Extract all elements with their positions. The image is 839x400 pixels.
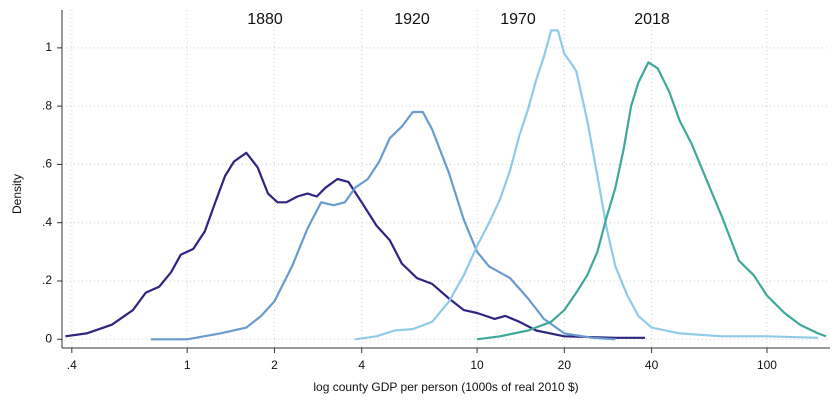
y-tick-label: .6 xyxy=(42,157,52,171)
density-line xyxy=(65,151,646,339)
y-axis-title: Density xyxy=(10,174,24,214)
y-tick-label: .8 xyxy=(42,98,52,112)
x-tick-label: 100 xyxy=(757,358,777,372)
x-tick-label: 1 xyxy=(184,358,191,372)
series-label: 2018 xyxy=(634,11,670,28)
x-tick-label: 2 xyxy=(271,358,278,372)
series-label: 1880 xyxy=(247,11,283,28)
density-line xyxy=(476,61,827,341)
y-tick-label: .2 xyxy=(42,273,52,287)
density-line xyxy=(151,110,616,341)
x-tick-label: 40 xyxy=(645,358,659,372)
x-tick-label: 10 xyxy=(470,358,484,372)
y-tick-label: 0 xyxy=(45,331,52,345)
x-tick-label: .4 xyxy=(67,358,77,372)
y-tick-label: .4 xyxy=(42,215,52,229)
series-label: 1920 xyxy=(394,11,430,28)
series-label: 1970 xyxy=(500,11,536,28)
density-line xyxy=(355,29,819,341)
x-axis-title: log county GDP per person (1000s of real… xyxy=(313,380,578,394)
x-tick-label: 4 xyxy=(358,358,365,372)
x-tick-label: 20 xyxy=(558,358,572,372)
y-tick-label: 1 xyxy=(45,40,52,54)
